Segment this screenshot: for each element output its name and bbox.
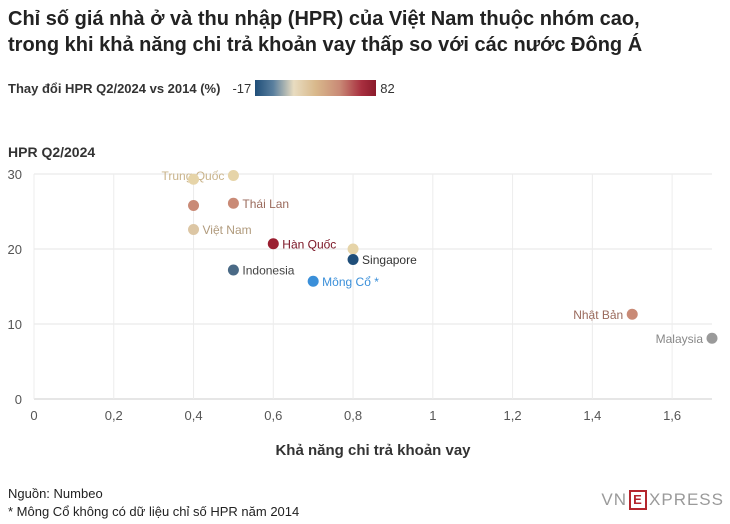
- logo-right: XPRESS: [649, 490, 724, 509]
- x-tick-label: 0,2: [105, 408, 123, 423]
- point-label: Mông Cổ *: [322, 275, 379, 289]
- x-axis-label: Khả năng chi trả khoản vay: [275, 442, 471, 459]
- logo-box: E: [629, 490, 648, 510]
- source-line: Nguồn: Numbeo: [8, 486, 103, 501]
- legend-label: Thay đổi HPR Q2/2024 vs 2014 (%): [8, 80, 221, 96]
- data-point: [188, 173, 200, 185]
- chart-title: Chỉ số giá nhà ở và thu nhập (HPR) của V…: [8, 6, 723, 58]
- point-label: Việt Nam: [203, 223, 252, 237]
- x-tick-label: 0,6: [264, 408, 282, 423]
- x-tick-label: 1: [429, 408, 436, 423]
- data-point: [347, 254, 359, 265]
- x-tick-label: 1,2: [504, 408, 522, 423]
- data-point: [188, 200, 200, 211]
- y-tick-label: 0: [15, 392, 22, 407]
- scatter-chart: HPR Q2/2024 0 10 20 30 0 0,2 0,4 0,6 0,8 1 1,2 1,4 1,…: [8, 144, 718, 459]
- data-point: [227, 170, 239, 181]
- data-point: [347, 243, 359, 255]
- color-legend: Thay đổi HPR Q2/2024 vs 2014 (%) -17 82: [8, 78, 395, 98]
- legend-min: -17: [232, 80, 252, 96]
- x-tick-label: 0,8: [344, 408, 362, 423]
- data-point: [706, 332, 718, 344]
- x-tick-label: 1,4: [583, 408, 601, 423]
- point-label: Hàn Quốc: [282, 237, 336, 251]
- source-notes: Nguồn: Numbeo * Mông Cổ không có dữ liệu…: [8, 485, 299, 521]
- y-tick-label: 30: [8, 167, 22, 182]
- y-tick-label: 10: [8, 317, 22, 332]
- y-axis-label: HPR Q2/2024: [8, 144, 95, 160]
- x-tick-label: 0: [30, 408, 37, 423]
- point-label: Indonesia: [242, 264, 294, 278]
- x-tick-label: 0,4: [184, 408, 202, 423]
- point-label: Singapore: [362, 253, 417, 267]
- point-label: Nhật Bản: [573, 308, 623, 322]
- y-tick-label: 20: [8, 242, 22, 257]
- logo-left: VN: [601, 490, 628, 509]
- data-point: [626, 308, 638, 320]
- point-label: Thái Lan: [242, 197, 289, 211]
- x-tick-label: 1,6: [663, 408, 681, 423]
- data-point: [267, 238, 279, 250]
- data-point: [227, 264, 239, 276]
- legend-gradient-bar: [255, 80, 377, 96]
- data-point: [188, 224, 200, 235]
- point-label: Malaysia: [656, 332, 704, 346]
- legend-max: 82: [380, 80, 395, 96]
- data-point: [227, 197, 239, 209]
- footnote-line: * Mông Cổ không có dữ liệu chỉ số HPR nă…: [8, 504, 300, 519]
- title-line-2: trong khi khả năng chi trả khoản vay thấ…: [8, 34, 643, 56]
- data-point: [307, 275, 319, 287]
- title-line-1: Chỉ số giá nhà ở và thu nhập (HPR) của V…: [8, 8, 640, 30]
- vnexpress-logo: VN E XPRESS: [601, 490, 724, 510]
